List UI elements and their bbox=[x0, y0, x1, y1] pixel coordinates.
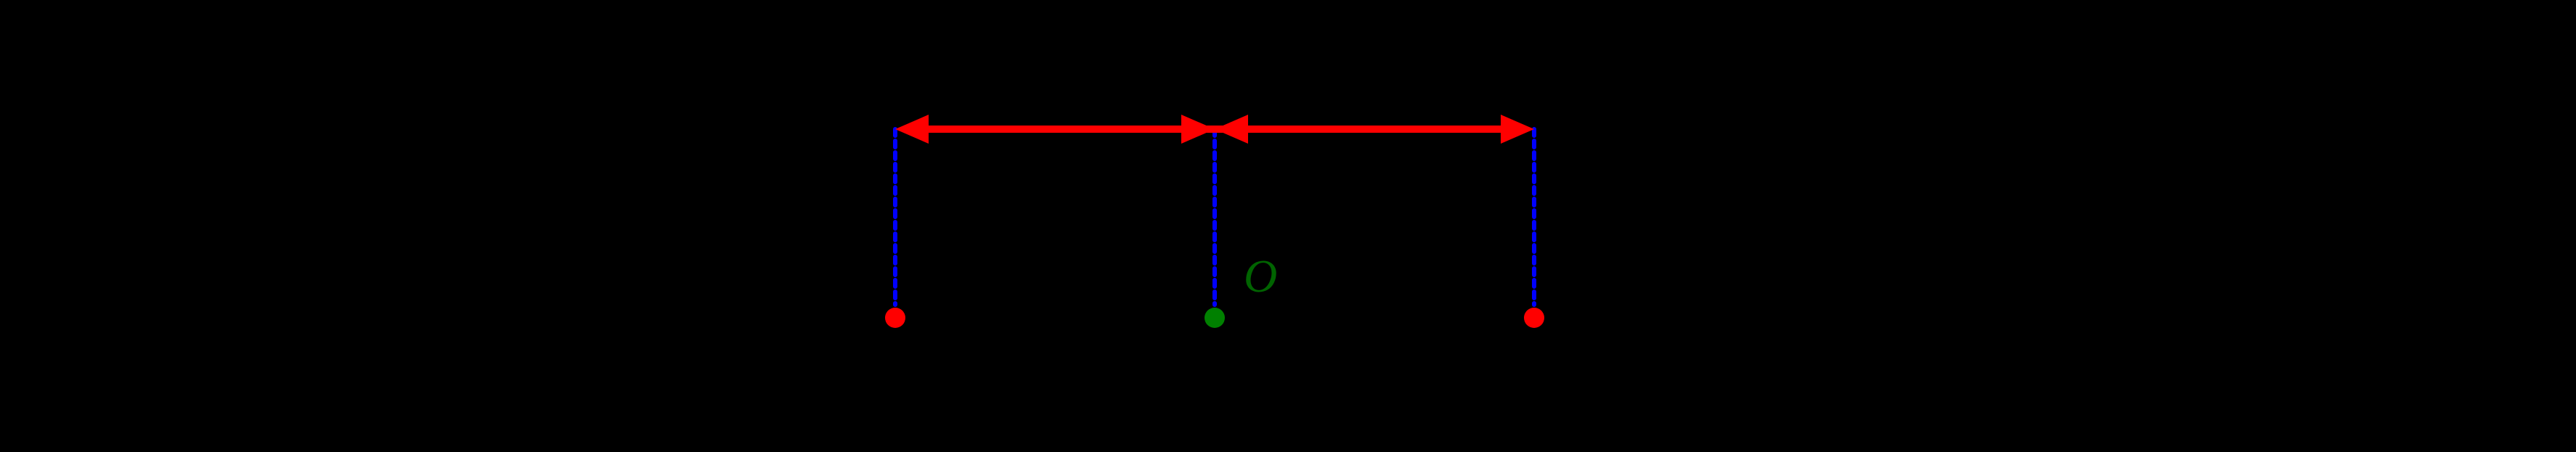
axis-tick-label: 0 bbox=[1205, 354, 1226, 401]
axis-tick-label: 3 bbox=[2163, 354, 2184, 401]
axis-tick-label: 2 bbox=[1843, 354, 1864, 401]
distance-label: 1 bbox=[1364, 71, 1385, 118]
axis-point bbox=[1205, 308, 1225, 328]
axis-point bbox=[885, 308, 905, 328]
number-line-diagram: −3 −2 −1 0 1 2 3 1 1 O bbox=[0, 0, 2576, 452]
axis-tick-label: −2 bbox=[553, 354, 598, 401]
axis-tick-label: 1 bbox=[1524, 354, 1545, 401]
origin-label: O bbox=[1244, 250, 1277, 302]
axis-tick-label: −3 bbox=[234, 354, 279, 401]
axis-point bbox=[1524, 308, 1544, 328]
distance-label: 1 bbox=[1045, 71, 1066, 118]
axis-tick-label: −1 bbox=[873, 354, 918, 401]
background bbox=[0, 0, 2576, 452]
